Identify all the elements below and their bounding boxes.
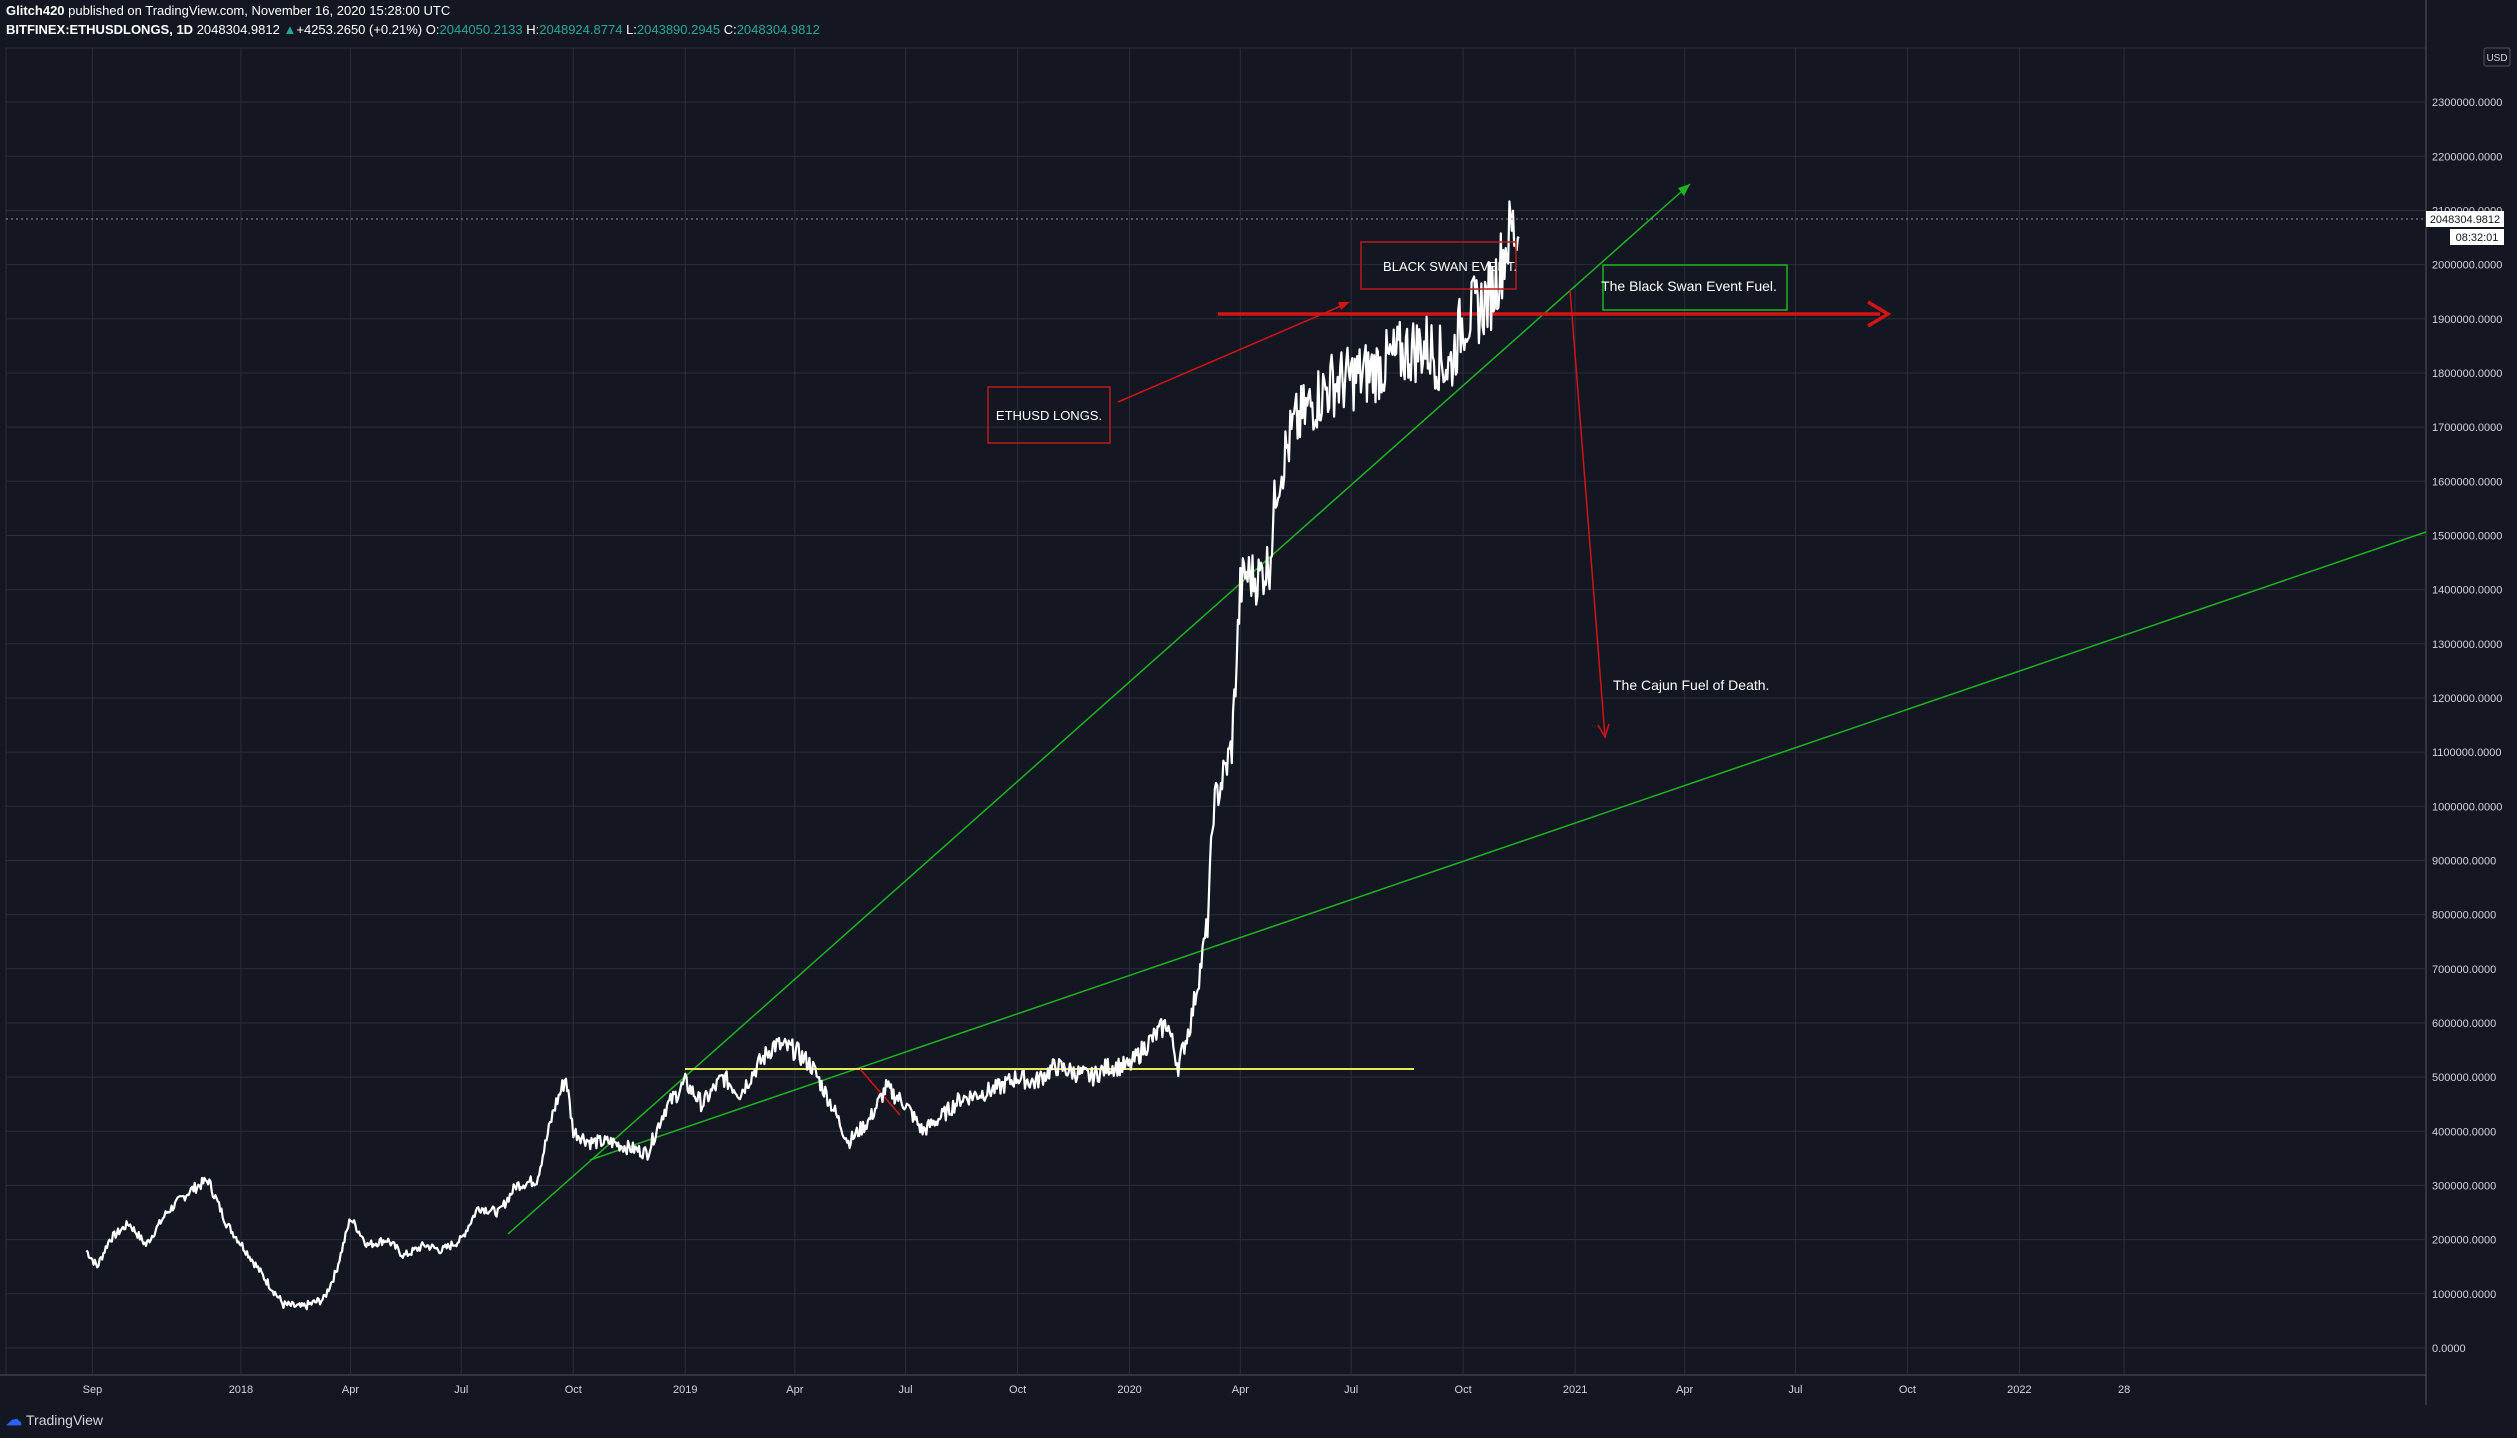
black-swan-box[interactable] [1360, 241, 1517, 290]
y-tick-label: 1600000.0000 [2432, 476, 2502, 488]
y-tick-label: 400000.0000 [2432, 1126, 2496, 1138]
y-tick-label: 1000000.0000 [2432, 801, 2502, 813]
y-tick-label: 600000.0000 [2432, 1018, 2496, 1030]
y-tick-label: 900000.0000 [2432, 855, 2496, 867]
black-swan-fuel-box[interactable] [1602, 264, 1788, 311]
y-tick-label: 1200000.0000 [2432, 693, 2502, 705]
price-series [85, 200, 1520, 1311]
y-tick-label: 2300000.0000 [2432, 97, 2502, 109]
y-tick-label: 500000.0000 [2432, 1072, 2496, 1084]
y-tick-label: 300000.0000 [2432, 1180, 2496, 1192]
countdown-tag-text: 08:32:01 [2456, 232, 2499, 244]
close-value: 2048304.9812 [736, 22, 820, 37]
green-trendline-steep[interactable] [507, 183, 1691, 1235]
x-tick-label: 2018 [229, 1384, 253, 1396]
y-tick-label: 1800000.0000 [2432, 368, 2502, 380]
x-tick-label: Jul [899, 1384, 913, 1396]
y-tick-label: 0.0000 [2432, 1343, 2466, 1355]
symbol-label[interactable]: BITFINEX:ETHUSDLONGS, 1D [6, 22, 194, 37]
change-arrow-icon: ▲ [283, 22, 297, 37]
open-label: O: [425, 22, 440, 37]
x-tick-label: Apr [342, 1384, 359, 1396]
countdown-tag [2450, 229, 2504, 245]
black-swan-label: BLACK SWAN EVENT. [1383, 259, 1517, 274]
current-price-tag [2426, 211, 2504, 227]
red-horizontal-arrowhead-icon [1867, 300, 1892, 328]
ethusd-longs-label: ETHUSD LONGS. [996, 408, 1102, 423]
time-axis[interactable]: Sep 2018 Apr Jul Oct 2019 Apr Jul Oct 2020 Apr Jul O… [83, 1384, 2131, 1396]
close-label: C: [723, 22, 737, 37]
low-value: 2043890.2945 [636, 22, 721, 37]
black-swan-fuel-label: The Black Swan Event Fuel. [1601, 278, 1777, 294]
x-tick-label: Sep [83, 1384, 103, 1396]
chart-grid [0, 0, 2427, 1405]
y-tick-label: 700000.0000 [2432, 964, 2496, 976]
currency-label: USD [2486, 53, 2507, 64]
y-tick-label: 1700000.0000 [2432, 422, 2502, 434]
y-tick-label: 2200000.0000 [2432, 151, 2502, 163]
x-tick-label: Oct [1455, 1384, 1472, 1396]
x-tick-label: 2022 [2007, 1384, 2031, 1396]
red-small-line [859, 1068, 901, 1116]
tradingview-logo[interactable]: ☁ TradingView [6, 1410, 103, 1430]
price-line-series [85, 200, 1520, 1311]
y-tick-label: 1300000.0000 [2432, 639, 2502, 651]
y-tick-label: 1500000.0000 [2432, 530, 2502, 542]
open-value: 2044050.2133 [439, 22, 523, 37]
current-price-marker: 2048304.9812 08:32:01 [6, 211, 2504, 245]
red-arrow-line-longs[interactable] [1117, 302, 1349, 403]
cajun-fuel-label: The Cajun Fuel of Death. [1613, 677, 1769, 693]
plot-border [5, 47, 2427, 1376]
x-tick-label: Jul [1788, 1384, 1802, 1396]
current-price-tag-text: 2048304.9812 [2430, 214, 2500, 226]
last-price: 2048304.9812 [196, 22, 280, 37]
symbol-info-bar: BITFINEX:ETHUSDLONGS, 1D 2048304.9812 ▲+… [6, 22, 820, 37]
chart-title-bar: Glitch420 published on TradingView.com, … [6, 3, 450, 18]
x-tick-label: 28 [2118, 1384, 2130, 1396]
published-text: published on TradingView.com, November 1… [68, 3, 451, 18]
y-tick-label: 800000.0000 [2432, 910, 2496, 922]
high-value: 2048924.8774 [539, 22, 623, 37]
y-tick-label: 200000.0000 [2432, 1235, 2496, 1247]
ethusd-longs-box[interactable] [987, 386, 1111, 444]
low-label: L: [626, 22, 637, 37]
price-change: +4253.2650 (+0.21%) [296, 22, 423, 37]
y-tick-label: 100000.0000 [2432, 1289, 2496, 1301]
x-tick-label: 2019 [673, 1384, 697, 1396]
x-tick-label: Apr [786, 1384, 803, 1396]
green-trendline-long[interactable] [589, 531, 2427, 1161]
x-tick-label: Apr [1676, 1384, 1693, 1396]
high-label: H: [526, 22, 540, 37]
x-tick-label: Jul [1344, 1384, 1358, 1396]
tradingview-brand: TradingView [26, 1412, 104, 1428]
tradingview-cloud-icon: ☁ [6, 1412, 22, 1429]
annotations: ETHUSD LONGS. BLACK SWAN EVENT. The Blac… [987, 241, 1788, 693]
author-name[interactable]: Glitch420 [6, 3, 65, 18]
x-tick-label: Oct [1009, 1384, 1026, 1396]
x-tick-label: 2020 [1117, 1384, 1141, 1396]
red-down-arrow-line[interactable] [1569, 289, 1606, 738]
currency-button[interactable]: USD [2483, 47, 2511, 67]
red-down-arrowhead-icon [1597, 723, 1610, 739]
x-tick-label: Apr [1232, 1384, 1249, 1396]
green-arrowhead-icon [1678, 184, 1690, 196]
x-tick-label: Jul [454, 1384, 468, 1396]
price-axis[interactable]: 0.0000 100000.0000 200000.0000 300000.0000 4… [2432, 97, 2502, 1355]
x-tick-label: 2021 [1563, 1384, 1587, 1396]
y-tick-label: 1400000.0000 [2432, 585, 2502, 597]
x-tick-label: Oct [565, 1384, 582, 1396]
red-arrowhead-icon [1338, 302, 1350, 310]
y-tick-label: 1100000.0000 [2432, 747, 2502, 759]
y-tick-label: 2000000.0000 [2432, 260, 2502, 272]
y-tick-label: 1900000.0000 [2432, 314, 2502, 326]
x-tick-label: Oct [1899, 1384, 1916, 1396]
